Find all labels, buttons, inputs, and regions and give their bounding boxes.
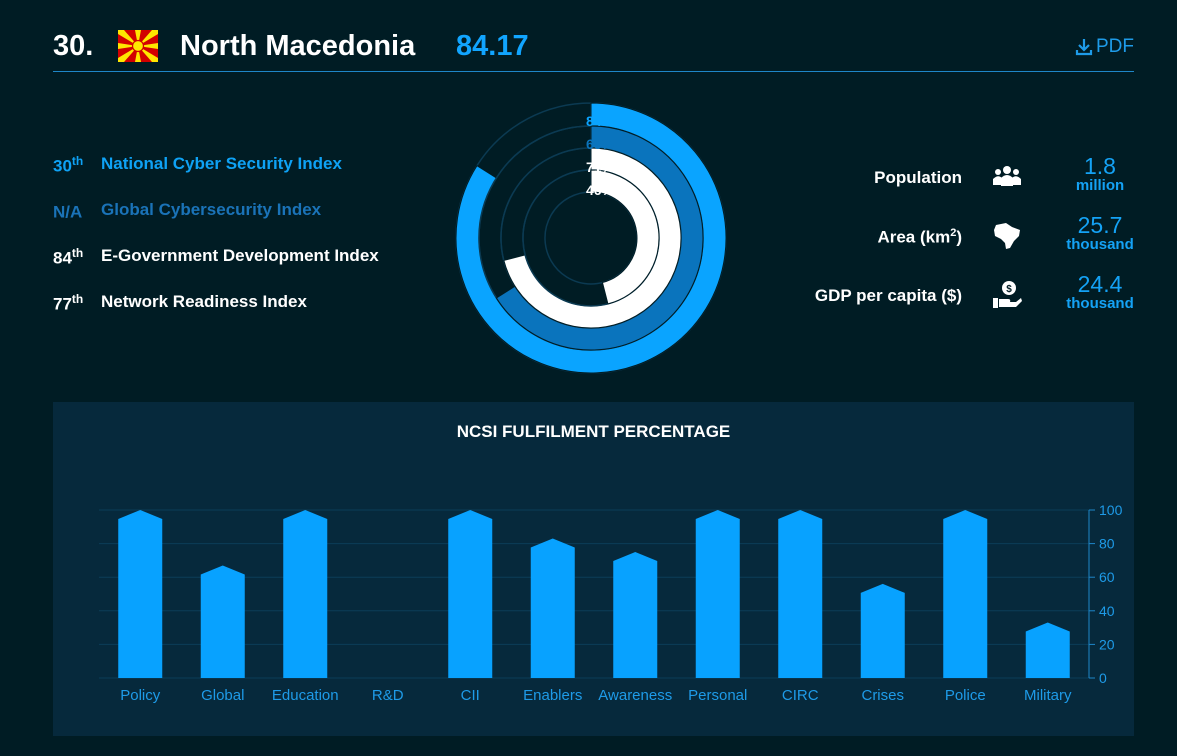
svg-text:$: $ (1006, 284, 1012, 295)
bar-circ[interactable] (778, 510, 823, 678)
index-rank: N/A (53, 202, 83, 222)
index-rank: 77th (53, 292, 84, 314)
bar-education[interactable] (283, 510, 328, 678)
index-label: Global Cybersecurity Index (101, 200, 322, 219)
ncsi-chart-panel: NCSI FULFILMENT PERCENTAGE 0 20 40 60 80 100 P… (53, 402, 1134, 736)
north-macedonia-flag-icon (118, 30, 158, 62)
x-tick-label: Enablers (523, 687, 582, 704)
stat-label: Population (874, 168, 962, 187)
index-label: National Cyber Security Index (101, 154, 342, 173)
bar-enablers[interactable] (530, 538, 575, 678)
index-donut-chart (455, 102, 727, 374)
money-hand-icon: $ (993, 281, 1022, 308)
x-tick-label: Military (1024, 687, 1072, 704)
x-tick-label: Education (272, 687, 339, 704)
stat-label: Area (km2) (877, 227, 962, 247)
country-rank: 30. (53, 30, 94, 62)
ncsi-bar-chart: 0 20 40 60 80 100 Policy Global Education R&D CII E… (99, 502, 1123, 704)
donut-label-ncsi: 84% (585, 113, 614, 129)
country-header: 30. North Macedonia 84.17 PDF (53, 24, 1134, 72)
x-tick-label: R&D (372, 687, 404, 704)
people-icon (993, 166, 1021, 186)
stat-value: 25.7 thousand (1066, 212, 1134, 253)
x-tick-label: Policy (120, 687, 161, 704)
x-tick-label: Personal (688, 687, 747, 704)
stat-population: Population 1.8 million (790, 150, 1134, 209)
bar-awareness[interactable] (613, 552, 658, 678)
index-label: E-Government Development Index (101, 246, 379, 265)
x-tick-label: Police (945, 687, 986, 704)
donut-ring-nri (590, 169, 660, 305)
map-icon (994, 223, 1020, 249)
bar-crises[interactable] (860, 583, 905, 678)
donut-label-egdi: 71% (585, 159, 614, 175)
y-tick-label: 20 (1099, 636, 1115, 652)
donut-labels: 84% 66% 71% 46% (568, 110, 614, 202)
y-tick-label: 80 (1099, 536, 1115, 552)
stat-label: GDP per capita ($) (814, 286, 962, 305)
y-tick-label: 0 (1099, 670, 1107, 686)
x-tick-label: CII (461, 687, 480, 704)
index-rank: 30th (53, 154, 84, 176)
bar-military[interactable] (1025, 622, 1070, 678)
x-tick-label: Crises (861, 687, 904, 704)
x-tick-label: CIRC (782, 687, 819, 704)
stat-gdp: GDP per capita ($) $ 24.4 thousand (790, 268, 1134, 327)
index-rank: 84th (53, 246, 84, 268)
index-row-ncsi[interactable]: 30th National Cyber Security Index (53, 154, 379, 200)
country-stats: Population 1.8 million Area (km2) 25.7 t… (790, 150, 1134, 327)
bar-policy[interactable] (118, 510, 163, 678)
x-tick-label: Global (201, 687, 244, 704)
stat-area: Area (km2) 25.7 thousand (790, 209, 1134, 268)
index-row-gci[interactable]: N/A Global Cybersecurity Index (53, 200, 379, 246)
index-row-egdi[interactable]: 84th E-Government Development Index (53, 246, 379, 292)
bar-cii[interactable] (448, 510, 493, 678)
stat-value: 1.8 million (1075, 153, 1125, 194)
bar-police[interactable] (943, 510, 988, 678)
download-icon (1075, 39, 1093, 56)
donut-label-nri: 46% (585, 182, 614, 198)
x-tick-label: Awareness (598, 687, 672, 704)
chart-title: NCSI FULFILMENT PERCENTAGE (456, 422, 731, 441)
y-tick-label: 40 (1099, 603, 1115, 619)
y-tick-label: 100 (1099, 502, 1123, 518)
y-tick-label: 60 (1099, 569, 1115, 585)
index-label: Network Readiness Index (101, 292, 307, 311)
stat-value: 24.4 thousand (1066, 271, 1134, 312)
donut-label-gci: 66% (585, 136, 614, 152)
pdf-label: PDF (1096, 36, 1134, 57)
bar-global[interactable] (200, 565, 245, 678)
index-rankings: 30th National Cyber Security Index N/A G… (53, 154, 379, 338)
index-row-nri[interactable]: 77th Network Readiness Index (53, 292, 379, 338)
pdf-download-button[interactable]: PDF (1074, 36, 1134, 58)
country-name: North Macedonia (180, 30, 416, 62)
bar-personal[interactable] (695, 510, 740, 678)
country-score: 84.17 (456, 30, 529, 62)
